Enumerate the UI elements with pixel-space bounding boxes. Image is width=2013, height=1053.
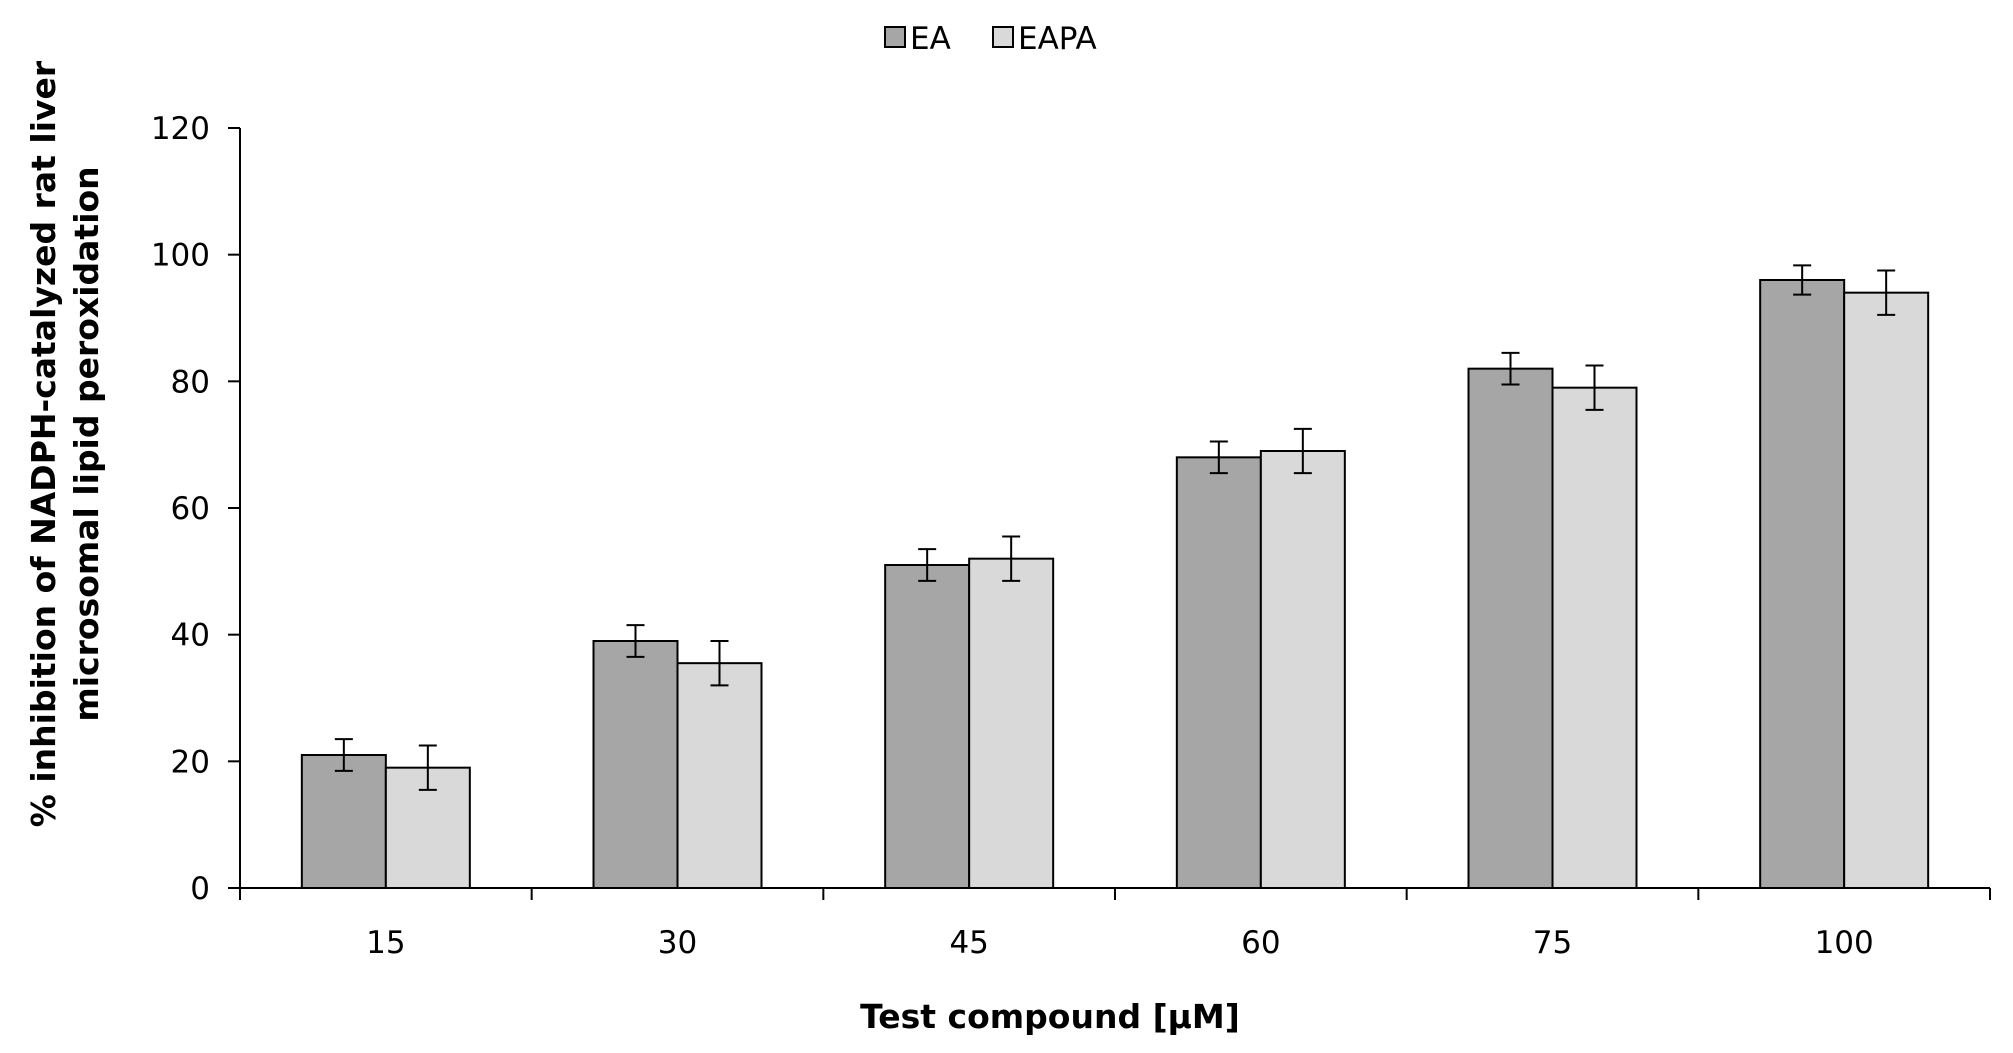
y-axis-title-line-1: % inhibition of NADPH-catalyzed rat live… <box>24 60 63 827</box>
bar-eapa-15 <box>384 766 471 890</box>
bar-eapa-75 <box>1551 386 1638 889</box>
y-axis-title-line-2: microsomal lipid peroxidation <box>67 166 106 721</box>
x-tick-label: 75 <box>1533 925 1572 961</box>
bars <box>300 279 1930 890</box>
x-tick-label: 45 <box>949 925 988 961</box>
legend-label: EAPA <box>1018 21 1097 57</box>
bar-ea-75 <box>1467 367 1554 889</box>
bar-ea-30 <box>592 640 679 889</box>
y-axis: 0 20 40 60 80 100 120 <box>151 111 241 907</box>
y-tick-label: 40 <box>171 618 210 654</box>
bar-eapa-45 <box>968 557 1055 890</box>
x-axis: 15 30 45 60 75 100 <box>239 887 1991 961</box>
y-tick-label: 20 <box>171 744 210 780</box>
y-tick-label: 80 <box>171 364 210 400</box>
y-tick-label: 100 <box>151 238 210 274</box>
bar-eapa-60 <box>1259 450 1346 889</box>
legend-label: EA <box>910 21 951 57</box>
x-tick-label: 60 <box>1241 925 1280 961</box>
bar-ea-100 <box>1759 279 1846 889</box>
error-bars <box>334 264 1896 791</box>
bar-ea-45 <box>884 564 971 889</box>
bar-eapa-30 <box>676 662 763 890</box>
y-tick-label: 60 <box>171 491 210 527</box>
y-tick-label: 120 <box>151 111 210 147</box>
legend: EA EAPA <box>884 21 1097 57</box>
x-tick-label: 30 <box>658 925 697 961</box>
legend-item-ea: EA <box>884 21 951 57</box>
bar-ea-60 <box>1175 456 1262 889</box>
x-axis-title: Test compound [µM] <box>860 997 1240 1036</box>
legend-item-eapa: EAPA <box>992 21 1097 57</box>
bar-eapa-100 <box>1843 291 1930 889</box>
legend-swatch <box>992 26 1014 48</box>
x-tick-label: 15 <box>366 925 405 961</box>
bar-ea-15 <box>300 754 387 889</box>
x-tick-label: 100 <box>1815 925 1874 961</box>
legend-swatch <box>884 26 906 48</box>
y-tick-label: 0 <box>190 871 210 907</box>
